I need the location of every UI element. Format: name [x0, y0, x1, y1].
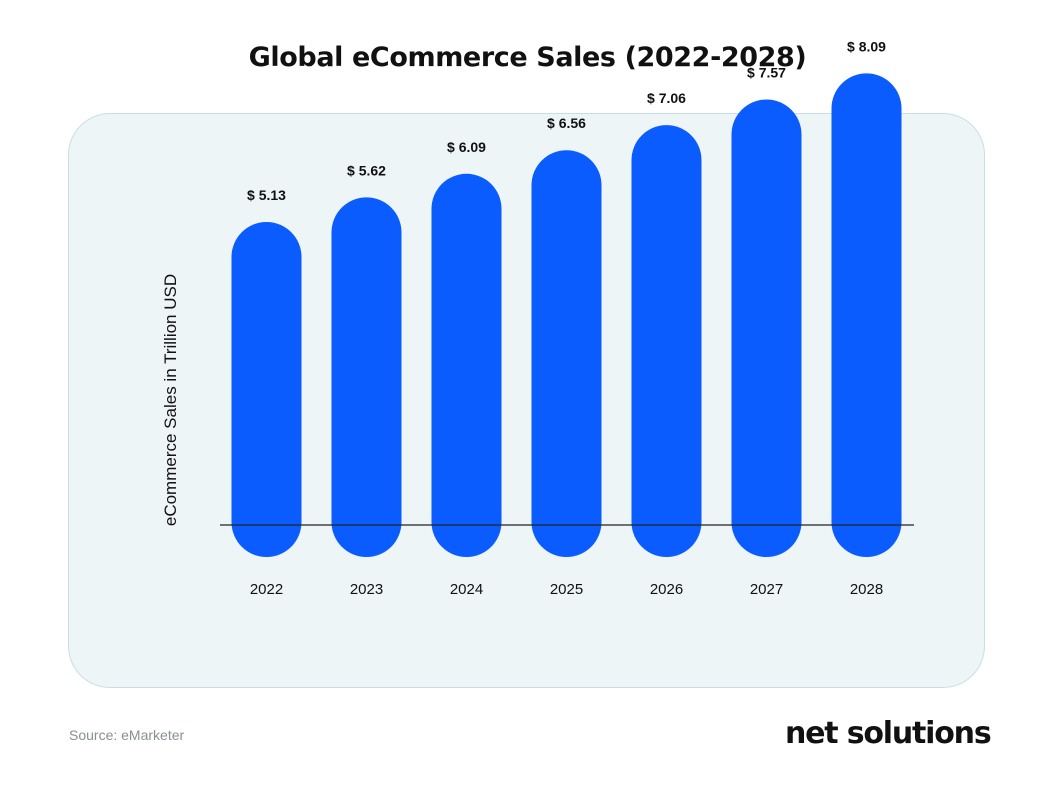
- y-axis-label: eCommerce Sales in Trillion USD: [161, 274, 180, 526]
- labels-group: $ 5.13 2022 $ 5.62 2023 $ 6.09 2024 $ 6.56 2025…: [247, 38, 886, 598]
- logo-o-mark: o: [863, 716, 884, 751]
- value-label-2026: $ 7.06: [647, 90, 686, 106]
- value-label-2024: $ 6.09: [447, 139, 486, 155]
- x-tick-label-2026: 2026: [650, 581, 683, 598]
- value-label-2028: $ 8.09: [847, 38, 886, 54]
- value-label-2025: $ 6.56: [547, 115, 586, 131]
- logo-text-end: lutions: [882, 716, 992, 751]
- bar-2022: [231, 221, 302, 557]
- logo-text-start: net s: [785, 716, 865, 751]
- bar-2023: [331, 197, 402, 557]
- net-solutions-logo: net solutions: [785, 716, 992, 751]
- x-tick-label-2027: 2027: [750, 581, 783, 598]
- value-label-2022: $ 5.13: [247, 187, 286, 203]
- bar-2024: [431, 173, 502, 558]
- x-tick-label-2028: 2028: [850, 581, 883, 598]
- value-label-2023: $ 5.62: [347, 162, 386, 178]
- bar-2025: [531, 150, 602, 558]
- source-note: Source: eMarketer: [69, 727, 185, 743]
- x-tick-label-2025: 2025: [550, 581, 583, 598]
- bar-2026: [631, 125, 702, 557]
- bar-2027: [731, 99, 802, 558]
- bars-group: [231, 73, 902, 558]
- chart-title: Global eCommerce Sales (2022-2028): [248, 42, 807, 73]
- bar-2028: [831, 73, 902, 557]
- x-tick-label-2024: 2024: [450, 581, 483, 598]
- x-tick-label-2022: 2022: [250, 581, 283, 598]
- x-tick-label-2023: 2023: [350, 581, 383, 598]
- value-label-2027: $ 7.57: [747, 64, 786, 80]
